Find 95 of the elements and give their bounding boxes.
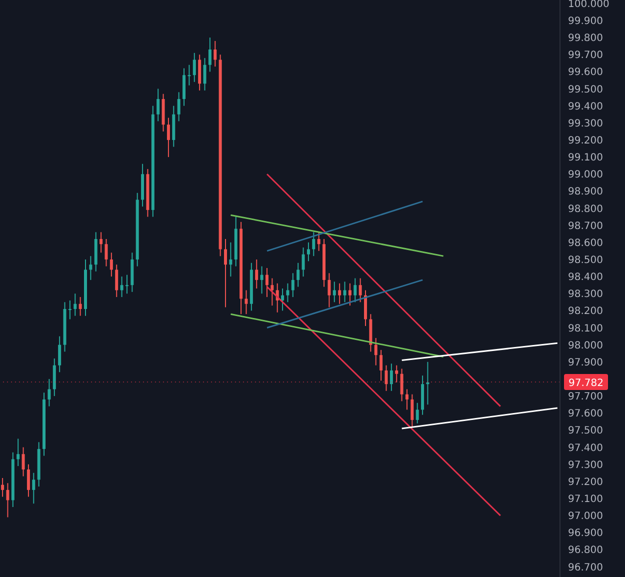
candlestick [306, 242, 310, 262]
candlestick [192, 52, 196, 82]
candlestick [390, 363, 393, 392]
y-tick-label: 98.100 [568, 323, 603, 334]
candlestick [198, 54, 202, 91]
y-tick-label: 97.100 [568, 494, 603, 506]
y-tick-label: 98.300 [568, 289, 603, 300]
candlestick [312, 232, 316, 257]
candlestick [405, 388, 408, 410]
candlestick [416, 402, 419, 424]
candlestick [78, 296, 82, 316]
y-tick-label: 99.900 [568, 16, 603, 28]
candlestick [380, 349, 383, 382]
candlestick [203, 58, 206, 91]
candlestick [74, 293, 77, 316]
candlestick [358, 278, 362, 303]
candlestick [58, 336, 62, 373]
candlestick [104, 238, 108, 267]
candlestick [343, 281, 346, 303]
y-tick-label: 99.300 [568, 118, 603, 130]
candlestick [22, 446, 25, 477]
candlestick [296, 262, 300, 288]
candlestick [281, 288, 284, 312]
candlestick [384, 364, 388, 392]
y-tick-label: 98.500 [568, 255, 603, 266]
candlestick [410, 394, 414, 428]
y-tick-label: 98.000 [568, 340, 603, 352]
candlestick [291, 272, 294, 298]
y-tick-label: 99.400 [568, 101, 603, 112]
y-tick-label: 97.400 [568, 442, 603, 454]
candlestick [115, 264, 118, 298]
y-tick-label: 98.900 [568, 186, 603, 198]
candlestick [16, 438, 20, 467]
candlestick [110, 252, 113, 278]
candlestick [244, 290, 248, 315]
y-tick-label: 99.700 [568, 50, 603, 62]
y-tick-label: 98.400 [568, 272, 603, 284]
y-tick-label: 97.200 [568, 476, 603, 488]
candlestick [125, 274, 128, 294]
y-tick-label: 97.900 [568, 357, 603, 368]
candlestick [6, 482, 10, 518]
y-tick-label: 97.000 [568, 511, 603, 522]
candlestick [188, 64, 191, 86]
candlestick [182, 68, 186, 106]
candlestick [338, 282, 342, 304]
candlestick [120, 276, 124, 298]
candlestick [32, 472, 36, 504]
y-tick-label: 99.800 [568, 33, 603, 44]
candlestick [348, 282, 352, 306]
candlestick [270, 278, 274, 306]
candlestick [156, 88, 160, 122]
ref-line-label: 97.782 [568, 378, 604, 390]
y-tick-label: 97.500 [568, 426, 603, 437]
candlestick [68, 300, 72, 320]
candlestick [364, 290, 367, 327]
y-tick-label: 99.500 [568, 84, 603, 96]
candlestick [260, 266, 264, 294]
y-tick-label: 97.300 [568, 460, 603, 471]
candlestick [177, 92, 180, 122]
candlestick [229, 242, 232, 278]
y-tick-label: 96.700 [568, 562, 603, 574]
y-tick-label: 99.100 [568, 152, 603, 164]
candlestick [89, 256, 92, 280]
candlestick [286, 282, 290, 303]
candlestick [328, 272, 331, 308]
candlestick [302, 247, 305, 278]
candlestick [48, 378, 51, 407]
y-tick-label: 98.600 [568, 238, 603, 249]
candlestick [100, 232, 103, 254]
candlestick [374, 338, 378, 366]
y-tick-label: 99.600 [568, 67, 603, 78]
candlestick [317, 232, 320, 252]
candlestick [26, 464, 30, 498]
candlestick [1, 477, 4, 498]
candlestick [332, 281, 336, 303]
candlestick [354, 278, 357, 303]
candlestick [255, 258, 258, 289]
candlestick [214, 40, 217, 68]
y-tick-label: 96.900 [568, 528, 603, 540]
candlestick [52, 358, 56, 397]
candlestick [166, 117, 170, 158]
y-tick-label: 96.800 [568, 545, 603, 556]
candlestick [265, 268, 268, 298]
candlestick [400, 368, 404, 402]
y-tick-label: 98.800 [568, 204, 603, 215]
y-tick-label: 99.200 [568, 136, 603, 147]
candlestick [208, 37, 212, 72]
candlestick [395, 364, 398, 383]
candlestick [426, 361, 430, 406]
y-tick-label: 97.600 [568, 408, 603, 420]
y-tick-label: 97.700 [568, 392, 603, 403]
y-tick-label: 98.200 [568, 306, 603, 318]
y-tick-label: 99.000 [568, 170, 603, 181]
candlestick [224, 238, 227, 308]
y-tick-label: 98.700 [568, 220, 603, 232]
